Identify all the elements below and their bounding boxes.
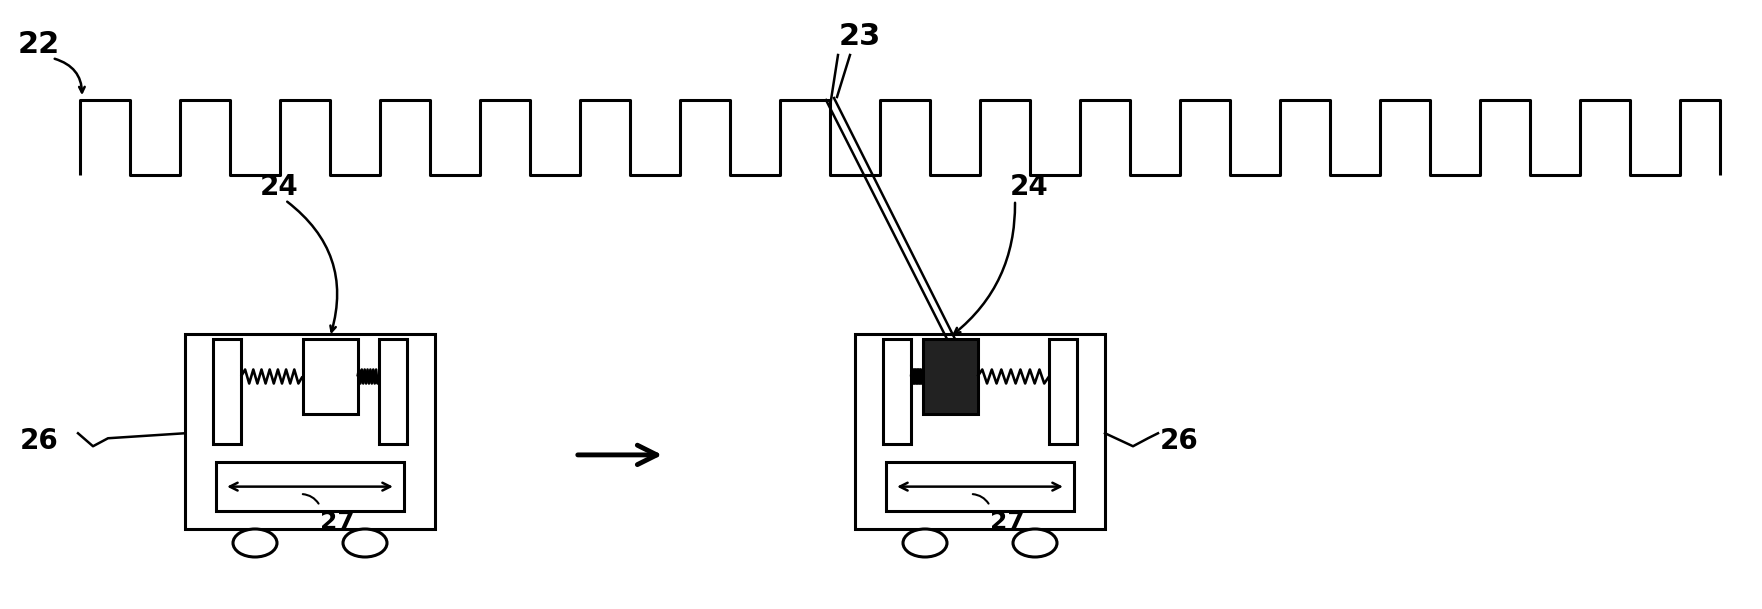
Ellipse shape [1013, 529, 1057, 557]
Ellipse shape [902, 529, 946, 557]
Text: 26: 26 [19, 428, 58, 456]
Text: 27: 27 [321, 510, 354, 534]
Text: 26: 26 [1159, 428, 1198, 456]
Ellipse shape [233, 529, 277, 557]
Bar [923, 339, 978, 414]
FancyBboxPatch shape [185, 334, 435, 529]
Ellipse shape [344, 529, 388, 557]
Text: 22: 22 [18, 30, 60, 59]
Bar [213, 339, 241, 444]
Text: 24: 24 [1010, 173, 1048, 201]
Bar [1048, 339, 1077, 444]
Bar [217, 462, 403, 511]
FancyBboxPatch shape [855, 334, 1105, 529]
Text: 27: 27 [990, 510, 1025, 534]
Text: 24: 24 [261, 173, 300, 201]
Bar [886, 462, 1073, 511]
Text: 23: 23 [839, 22, 881, 51]
Bar [379, 339, 407, 444]
Bar [303, 339, 358, 414]
Bar [883, 339, 911, 444]
